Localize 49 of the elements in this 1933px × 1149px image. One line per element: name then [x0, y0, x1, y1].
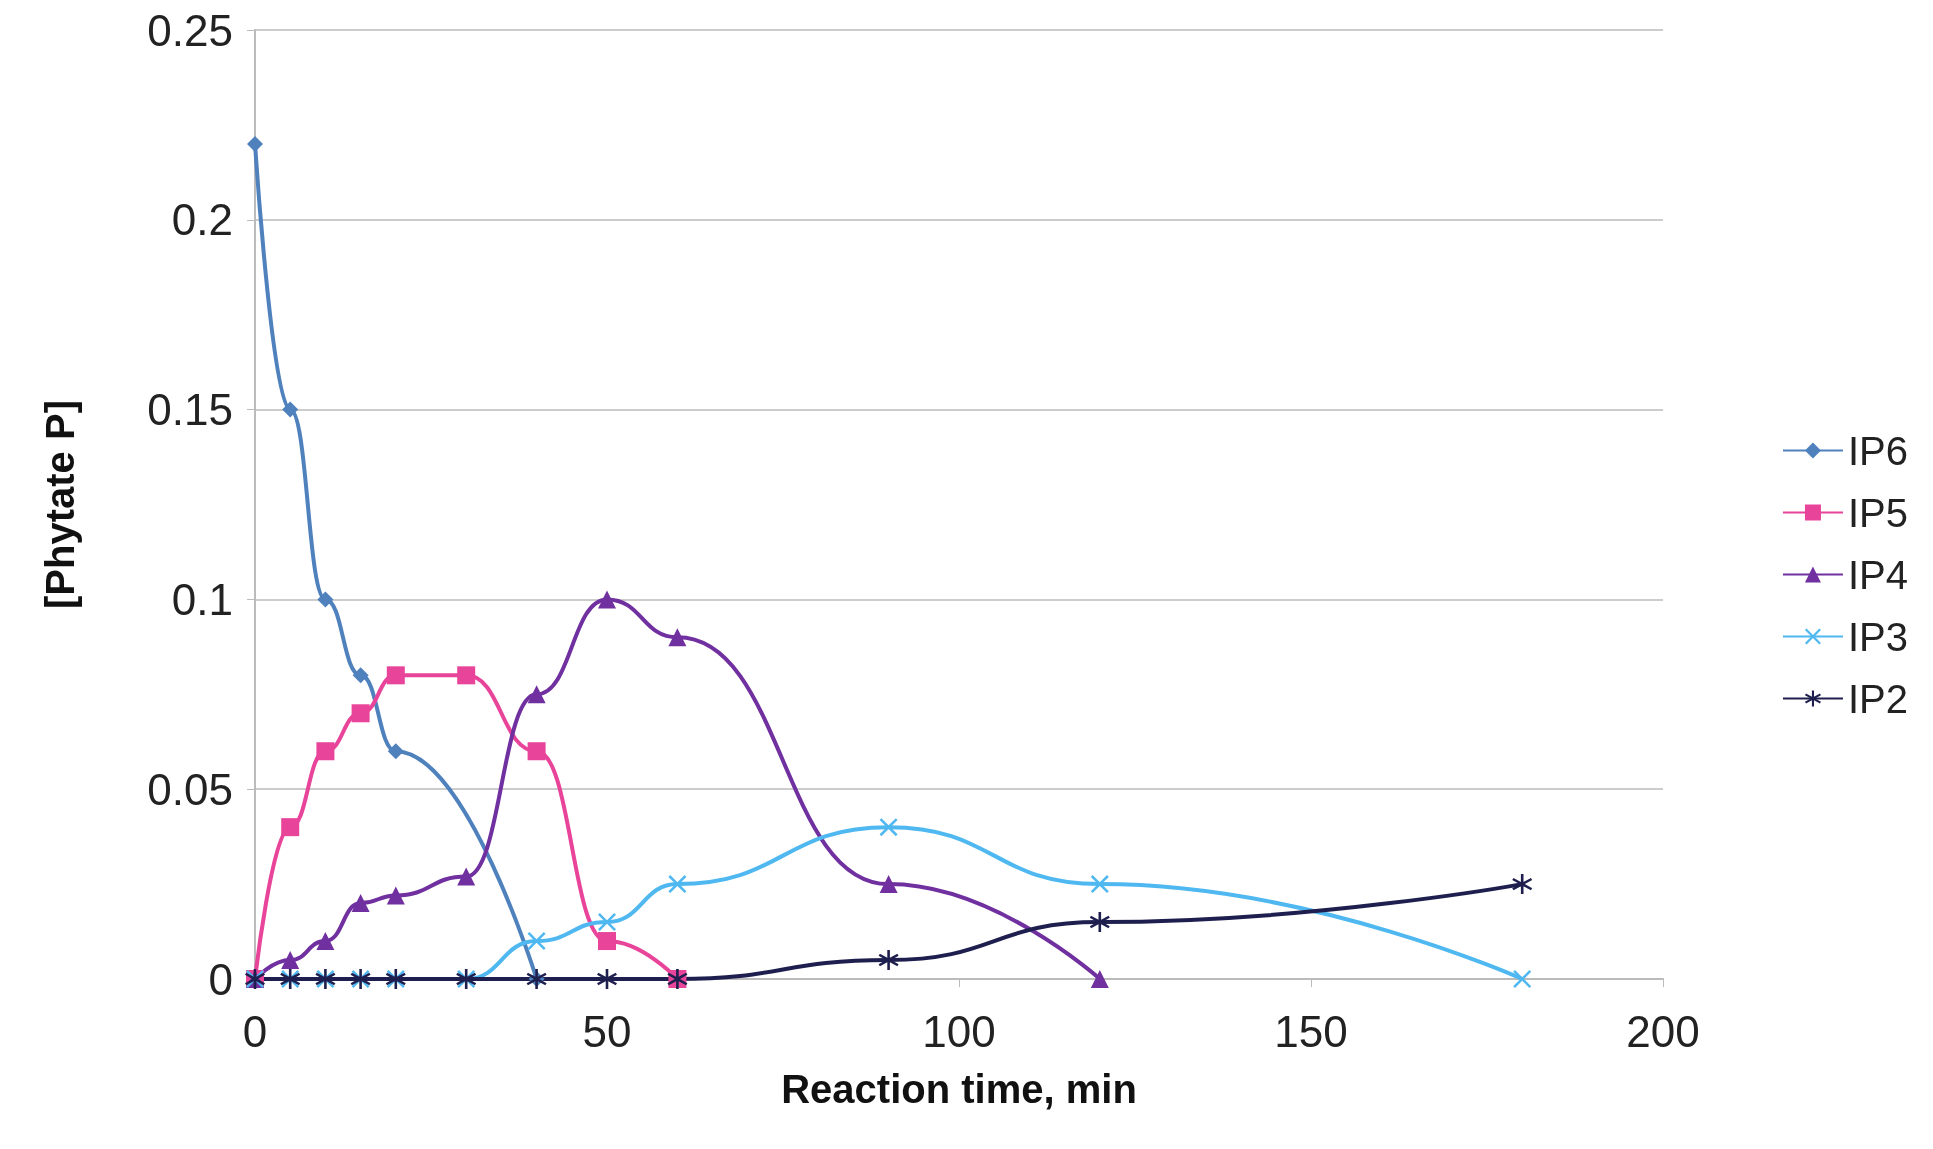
- point: [386, 666, 405, 685]
- point: [1090, 875, 1109, 894]
- point: [387, 743, 404, 760]
- point: [281, 951, 300, 970]
- point: [247, 135, 263, 152]
- point: [527, 685, 546, 704]
- y-tick-label: 0.15: [147, 385, 233, 435]
- point: [597, 969, 617, 989]
- point: [598, 932, 616, 951]
- x-axis-title: Reaction time, min: [781, 1067, 1137, 1111]
- y-tick-label: 0.25: [147, 5, 233, 55]
- x-tick-label: 0: [242, 1006, 268, 1056]
- point: [282, 401, 299, 418]
- point: [879, 875, 898, 894]
- legend-label: IP6: [1847, 428, 1909, 473]
- point: [351, 704, 370, 723]
- x-tick-label: 50: [582, 1006, 632, 1056]
- point: [316, 932, 335, 951]
- y-tick-label: 0.1: [171, 574, 233, 624]
- point: [317, 591, 334, 608]
- point: [351, 894, 370, 913]
- point: [878, 950, 899, 971]
- y-tick-label: 0: [208, 954, 233, 1004]
- point: [1512, 874, 1533, 895]
- point: [668, 628, 687, 647]
- legend-label: IP2: [1847, 676, 1909, 721]
- y-tick-label: 0.2: [171, 195, 233, 245]
- point: [879, 818, 898, 837]
- legend-label: IP3: [1847, 614, 1909, 659]
- point: [281, 818, 300, 837]
- point: [598, 590, 616, 609]
- point: [1090, 970, 1109, 988]
- point: [352, 667, 369, 684]
- point: [527, 742, 546, 761]
- point: [457, 666, 476, 685]
- point: [1513, 970, 1532, 988]
- point: [457, 867, 476, 886]
- legend-label: IP4: [1847, 552, 1909, 597]
- point: [316, 742, 335, 761]
- point: [1089, 912, 1110, 933]
- x-tick-label: 200: [1626, 1006, 1700, 1056]
- x-tick-label: 100: [922, 1006, 996, 1056]
- legend-label: IP5: [1847, 490, 1909, 535]
- point: [668, 875, 687, 894]
- point: [386, 886, 405, 905]
- y-tick-label: 0.05: [147, 764, 233, 814]
- point: [527, 932, 546, 951]
- x-tick-label: 150: [1274, 1006, 1348, 1056]
- y-axis-title: [Phytate P]: [38, 400, 82, 609]
